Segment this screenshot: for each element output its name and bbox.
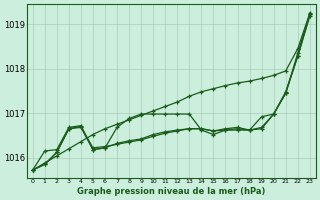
X-axis label: Graphe pression niveau de la mer (hPa): Graphe pression niveau de la mer (hPa)	[77, 187, 266, 196]
